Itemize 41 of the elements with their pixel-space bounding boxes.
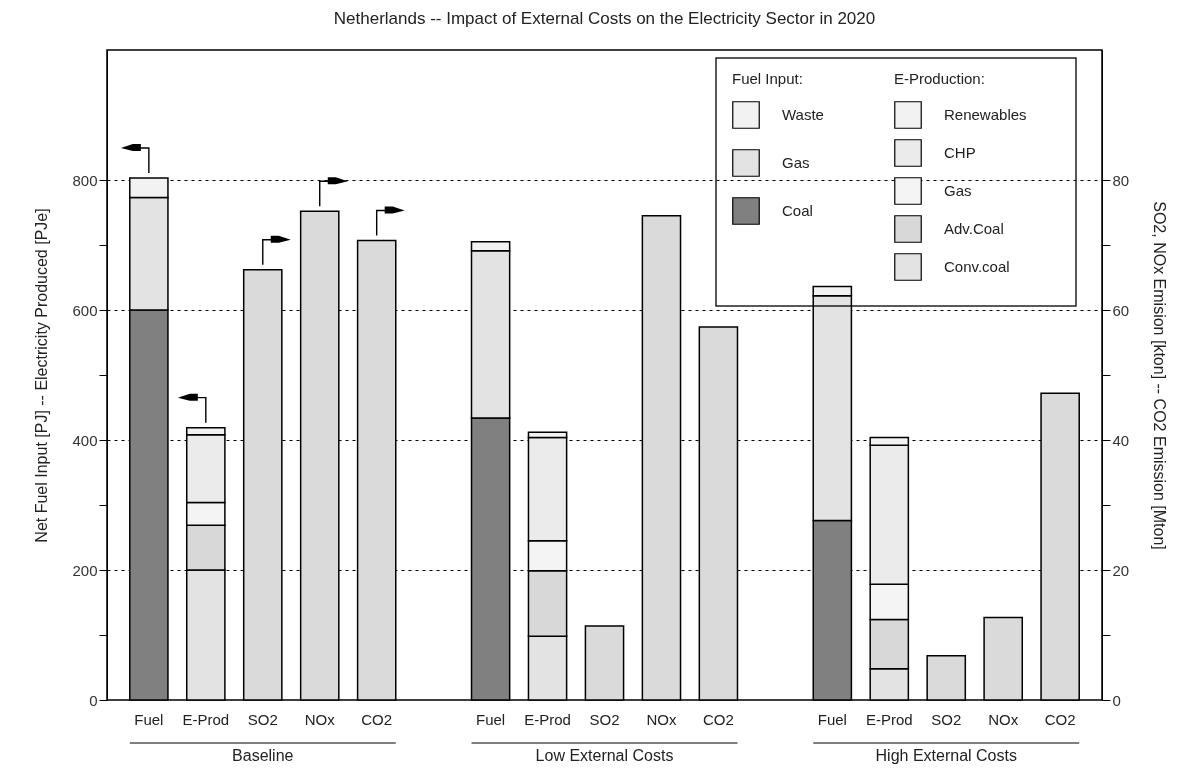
chart-title: Netherlands -- Impact of External Costs on the Electricity Sector in 2020: [333, 9, 876, 28]
y-tick-label: 200: [72, 561, 98, 579]
x-tick-label: Fuel: [817, 710, 847, 728]
text: Fuel Input:: [732, 70, 803, 87]
y2-tick-label: 60: [1112, 301, 1130, 319]
x-tick-label: E-Prod: [865, 710, 913, 728]
x-tick-label: CO2: [1044, 710, 1076, 728]
legend-label: Gas: [782, 154, 810, 171]
legend-label: Waste: [782, 106, 824, 123]
x-tick-label: E-Prod: [182, 710, 230, 728]
y2-tick-label: 40: [1112, 431, 1130, 449]
text: Low External Costs: [535, 747, 674, 764]
x-tick-label: SO2: [931, 710, 962, 728]
x-tick-label: CO2: [702, 710, 734, 728]
x-tick-label: E-Prod: [524, 710, 571, 728]
x-tick-label: NOx: [304, 710, 336, 728]
text: High External Costs: [875, 747, 1017, 764]
x-tick-label: Fuel: [476, 710, 506, 728]
y-axis-title: Net Fuel Input [PJ] -- Electricity Produced [PJe]: [33, 208, 51, 543]
legend-label: Renewables: [944, 106, 1027, 123]
legend-label: Gas: [944, 182, 972, 199]
legend-label: Coal: [782, 202, 813, 219]
legend-label: CHP: [944, 144, 976, 161]
legend-label: Conv.coal: [944, 258, 1010, 275]
text: Baseline: [232, 747, 294, 764]
x-tick-label: NOx: [988, 710, 1019, 728]
y2-tick-label: 20: [1112, 561, 1130, 579]
y-tick-label: 600: [72, 301, 98, 319]
y2-axis-title: SO2, NOx Emision [kton] -- CO2 Emission [Mton]: [1151, 201, 1169, 550]
y2-tick-label: 0: [1112, 691, 1121, 709]
y-tick-label: 0: [89, 691, 98, 709]
x-tick-label: SO2: [589, 710, 620, 728]
x-tick-label: SO2: [247, 710, 278, 728]
y2-tick-label: 80: [1112, 171, 1130, 189]
text: E-Production:: [894, 70, 985, 87]
x-tick-label: NOx: [646, 710, 677, 728]
legend-label: Adv.Coal: [944, 220, 1004, 237]
y-tick-label: 400: [72, 431, 98, 449]
x-tick-label: Fuel: [134, 710, 164, 728]
y-tick-label: 800: [72, 171, 98, 189]
x-tick-label: CO2: [361, 710, 393, 728]
